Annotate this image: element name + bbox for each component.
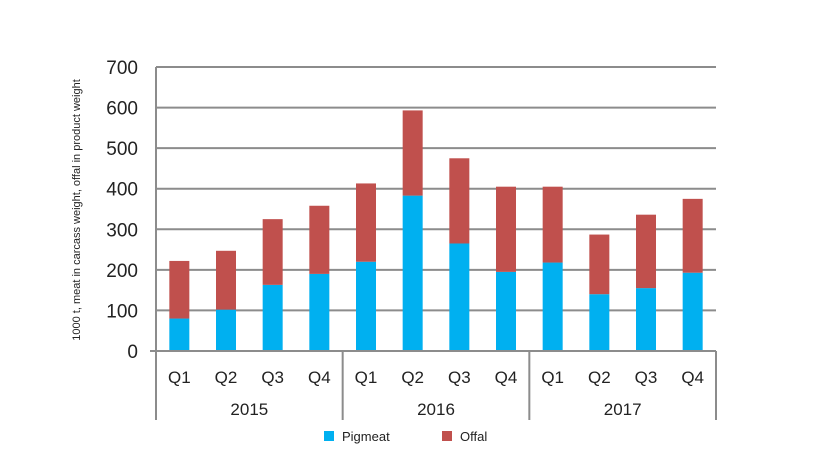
bar-pigmeat: [542, 262, 563, 351]
category-labels: Q1 Q2 Q3 Q4 Q1 Q2 Q3 Q4 Q1 Q2 Q3 Q4: [168, 368, 704, 387]
bar-pigmeat: [589, 294, 610, 351]
x-tick-label: Q1: [168, 368, 191, 387]
gridlines: [156, 66, 716, 312]
legend-swatch: [442, 431, 452, 441]
y-tick-label: 100: [106, 301, 138, 322]
bar-pigmeat: [216, 309, 236, 351]
x-tick-label: Q2: [215, 368, 238, 387]
bar-pigmeat: [636, 288, 656, 351]
bar-pigmeat: [309, 273, 330, 351]
bar-offal: [496, 186, 516, 272]
bar-offal: [402, 110, 423, 196]
x-tick-label: Q3: [448, 368, 471, 387]
legend-label: Pigmeat: [342, 429, 390, 444]
x-tick-label: Q2: [588, 368, 611, 387]
legend-swatch: [324, 431, 334, 441]
bar-offal: [262, 219, 283, 285]
bar-pigmeat: [449, 243, 470, 351]
x-tick-label: Q3: [635, 368, 658, 387]
y-tick-label: 500: [106, 139, 138, 160]
x-tick-label: Q4: [681, 368, 704, 387]
x-tick-label: Q2: [401, 368, 424, 387]
group-label: 2016: [417, 400, 455, 419]
group-labels: 2015 2016 2017: [230, 400, 641, 419]
bar-offal: [449, 158, 470, 244]
bar-offal: [169, 260, 190, 319]
y-axis-label: 1000 t, meat in carcass weight, offal in…: [71, 79, 83, 341]
bar-pigmeat: [402, 195, 423, 351]
bars: [169, 110, 703, 351]
bar-pigmeat: [169, 318, 190, 351]
legend: Pigmeat Offal: [324, 429, 487, 444]
bar-offal: [309, 205, 330, 274]
bar-offal: [682, 198, 703, 273]
bar-pigmeat: [356, 261, 376, 351]
bar-pigmeat: [262, 284, 283, 351]
x-tick-label: Q1: [355, 368, 378, 387]
bar-offal: [356, 183, 376, 262]
legend-label: Offal: [460, 429, 487, 444]
y-tick-label: 0: [127, 342, 138, 363]
x-tick-label: Q1: [541, 368, 564, 387]
group-label: 2017: [604, 400, 642, 419]
bar-offal: [589, 234, 610, 295]
x-tick-label: Q4: [495, 368, 518, 387]
group-label: 2015: [230, 400, 268, 419]
bar-offal: [636, 214, 656, 289]
bar-offal: [216, 250, 236, 310]
y-tick-label: 400: [106, 180, 138, 201]
x-tick-label: Q3: [261, 368, 284, 387]
bar-pigmeat: [682, 272, 703, 351]
y-tick-labels: 0 100 200 300 400 500 600 700: [106, 58, 138, 363]
y-tick-label: 600: [106, 99, 138, 120]
bar-pigmeat: [496, 271, 516, 351]
y-tick-label: 300: [106, 220, 138, 241]
x-tick-label: Q4: [308, 368, 331, 387]
axes: [150, 67, 717, 420]
y-tick-label: 700: [106, 58, 138, 79]
y-tick-label: 200: [106, 261, 138, 282]
bar-offal: [542, 186, 563, 263]
